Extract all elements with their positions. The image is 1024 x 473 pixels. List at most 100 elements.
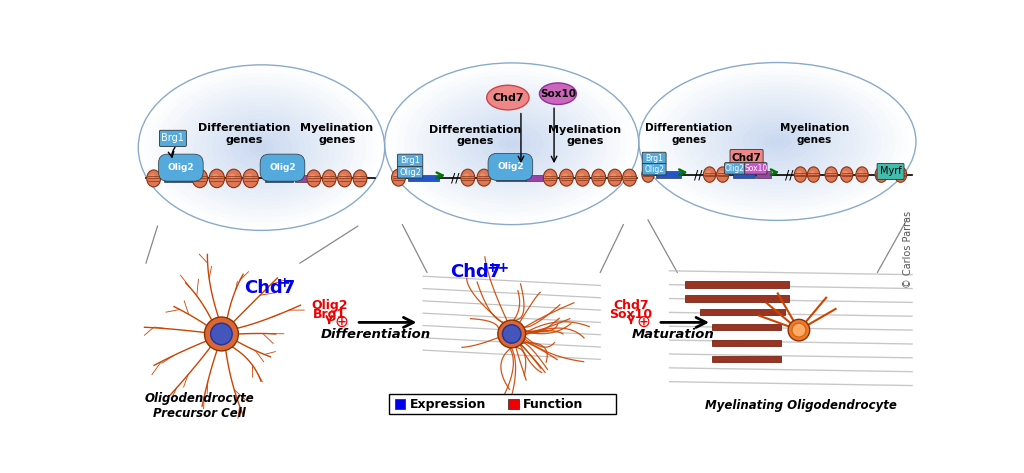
Ellipse shape	[309, 174, 315, 178]
FancyBboxPatch shape	[878, 163, 904, 180]
Ellipse shape	[652, 70, 902, 212]
Ellipse shape	[146, 170, 161, 187]
Bar	[497, 175, 525, 181]
FancyBboxPatch shape	[397, 154, 423, 167]
Text: +: +	[279, 276, 290, 290]
Ellipse shape	[706, 171, 711, 175]
Text: Sox10: Sox10	[744, 164, 767, 173]
Text: Differentiation
genes: Differentiation genes	[429, 124, 521, 146]
FancyBboxPatch shape	[642, 152, 666, 165]
Ellipse shape	[610, 174, 616, 178]
Ellipse shape	[703, 167, 716, 182]
Ellipse shape	[461, 112, 562, 176]
Ellipse shape	[461, 169, 475, 186]
Circle shape	[498, 320, 525, 348]
Ellipse shape	[464, 174, 469, 178]
Ellipse shape	[410, 79, 613, 209]
Ellipse shape	[226, 169, 242, 188]
Ellipse shape	[843, 171, 848, 175]
Ellipse shape	[546, 174, 552, 178]
Text: Brg1: Brg1	[162, 133, 184, 143]
Text: Myelination
genes: Myelination genes	[300, 123, 374, 145]
Ellipse shape	[750, 126, 805, 157]
Ellipse shape	[897, 171, 902, 175]
Ellipse shape	[249, 140, 273, 156]
Ellipse shape	[163, 81, 360, 214]
Bar	[388, 394, 615, 414]
Ellipse shape	[717, 167, 729, 182]
Text: Myelination
genes: Myelination genes	[548, 124, 622, 146]
Bar	[712, 324, 781, 330]
Ellipse shape	[715, 106, 840, 177]
Text: Olig2: Olig2	[269, 163, 296, 172]
Ellipse shape	[196, 174, 202, 178]
FancyBboxPatch shape	[397, 166, 423, 178]
Text: ++: ++	[486, 261, 510, 275]
Ellipse shape	[237, 131, 286, 164]
Ellipse shape	[394, 174, 400, 178]
Ellipse shape	[592, 169, 605, 186]
Ellipse shape	[701, 98, 854, 185]
Ellipse shape	[797, 171, 802, 175]
Ellipse shape	[639, 62, 915, 220]
Bar	[712, 356, 781, 362]
Text: Myrf: Myrf	[880, 166, 901, 176]
Text: //: //	[784, 168, 794, 181]
Text: Brg1: Brg1	[312, 308, 346, 321]
Ellipse shape	[719, 171, 724, 175]
Bar	[685, 295, 788, 302]
Text: Brg1: Brg1	[645, 154, 664, 163]
Text: Oligodendrocyte
Precursor Cell: Oligodendrocyte Precursor Cell	[145, 392, 255, 420]
Ellipse shape	[644, 171, 649, 175]
Ellipse shape	[218, 119, 304, 176]
Text: Chd7: Chd7	[451, 263, 502, 281]
Ellipse shape	[193, 169, 208, 188]
Bar	[295, 175, 310, 182]
Ellipse shape	[708, 102, 847, 181]
Text: Chd7: Chd7	[731, 153, 762, 163]
Ellipse shape	[441, 99, 582, 188]
Ellipse shape	[878, 171, 883, 175]
Text: Sox10: Sox10	[609, 308, 652, 321]
Text: Differentiation: Differentiation	[321, 328, 430, 341]
Text: Function: Function	[523, 398, 584, 412]
Ellipse shape	[325, 174, 331, 178]
Text: Differentiation
genes: Differentiation genes	[199, 123, 291, 145]
Ellipse shape	[623, 169, 637, 186]
Ellipse shape	[224, 123, 298, 173]
Ellipse shape	[807, 167, 819, 182]
Text: Premyelinating Oligodendrocyte: Premyelinating Oligodendrocyte	[400, 399, 615, 412]
Ellipse shape	[338, 170, 351, 187]
Ellipse shape	[255, 143, 267, 152]
Ellipse shape	[506, 140, 518, 148]
Text: © Carlos Parras: © Carlos Parras	[903, 210, 913, 288]
Ellipse shape	[455, 107, 569, 180]
Ellipse shape	[403, 75, 620, 212]
Ellipse shape	[477, 169, 490, 186]
Ellipse shape	[894, 167, 906, 182]
Ellipse shape	[729, 114, 826, 169]
Text: Myelination
genes: Myelination genes	[779, 123, 849, 145]
Ellipse shape	[559, 169, 573, 186]
Ellipse shape	[540, 83, 577, 105]
Ellipse shape	[144, 69, 379, 226]
Ellipse shape	[480, 123, 544, 164]
Ellipse shape	[575, 169, 590, 186]
Bar	[164, 175, 201, 182]
Ellipse shape	[206, 110, 316, 185]
Text: Expression: Expression	[410, 398, 486, 412]
Ellipse shape	[757, 130, 798, 153]
Ellipse shape	[687, 90, 867, 193]
Ellipse shape	[795, 167, 807, 182]
Text: ⊕: ⊕	[335, 313, 348, 331]
Ellipse shape	[169, 86, 354, 210]
Ellipse shape	[876, 167, 888, 182]
Text: ⊕: ⊕	[637, 313, 650, 331]
Ellipse shape	[680, 86, 874, 197]
Text: Differentiation
genes: Differentiation genes	[645, 123, 732, 145]
FancyBboxPatch shape	[160, 130, 186, 147]
Bar	[733, 172, 755, 178]
Ellipse shape	[246, 174, 252, 178]
Ellipse shape	[157, 77, 367, 218]
Ellipse shape	[646, 67, 909, 217]
